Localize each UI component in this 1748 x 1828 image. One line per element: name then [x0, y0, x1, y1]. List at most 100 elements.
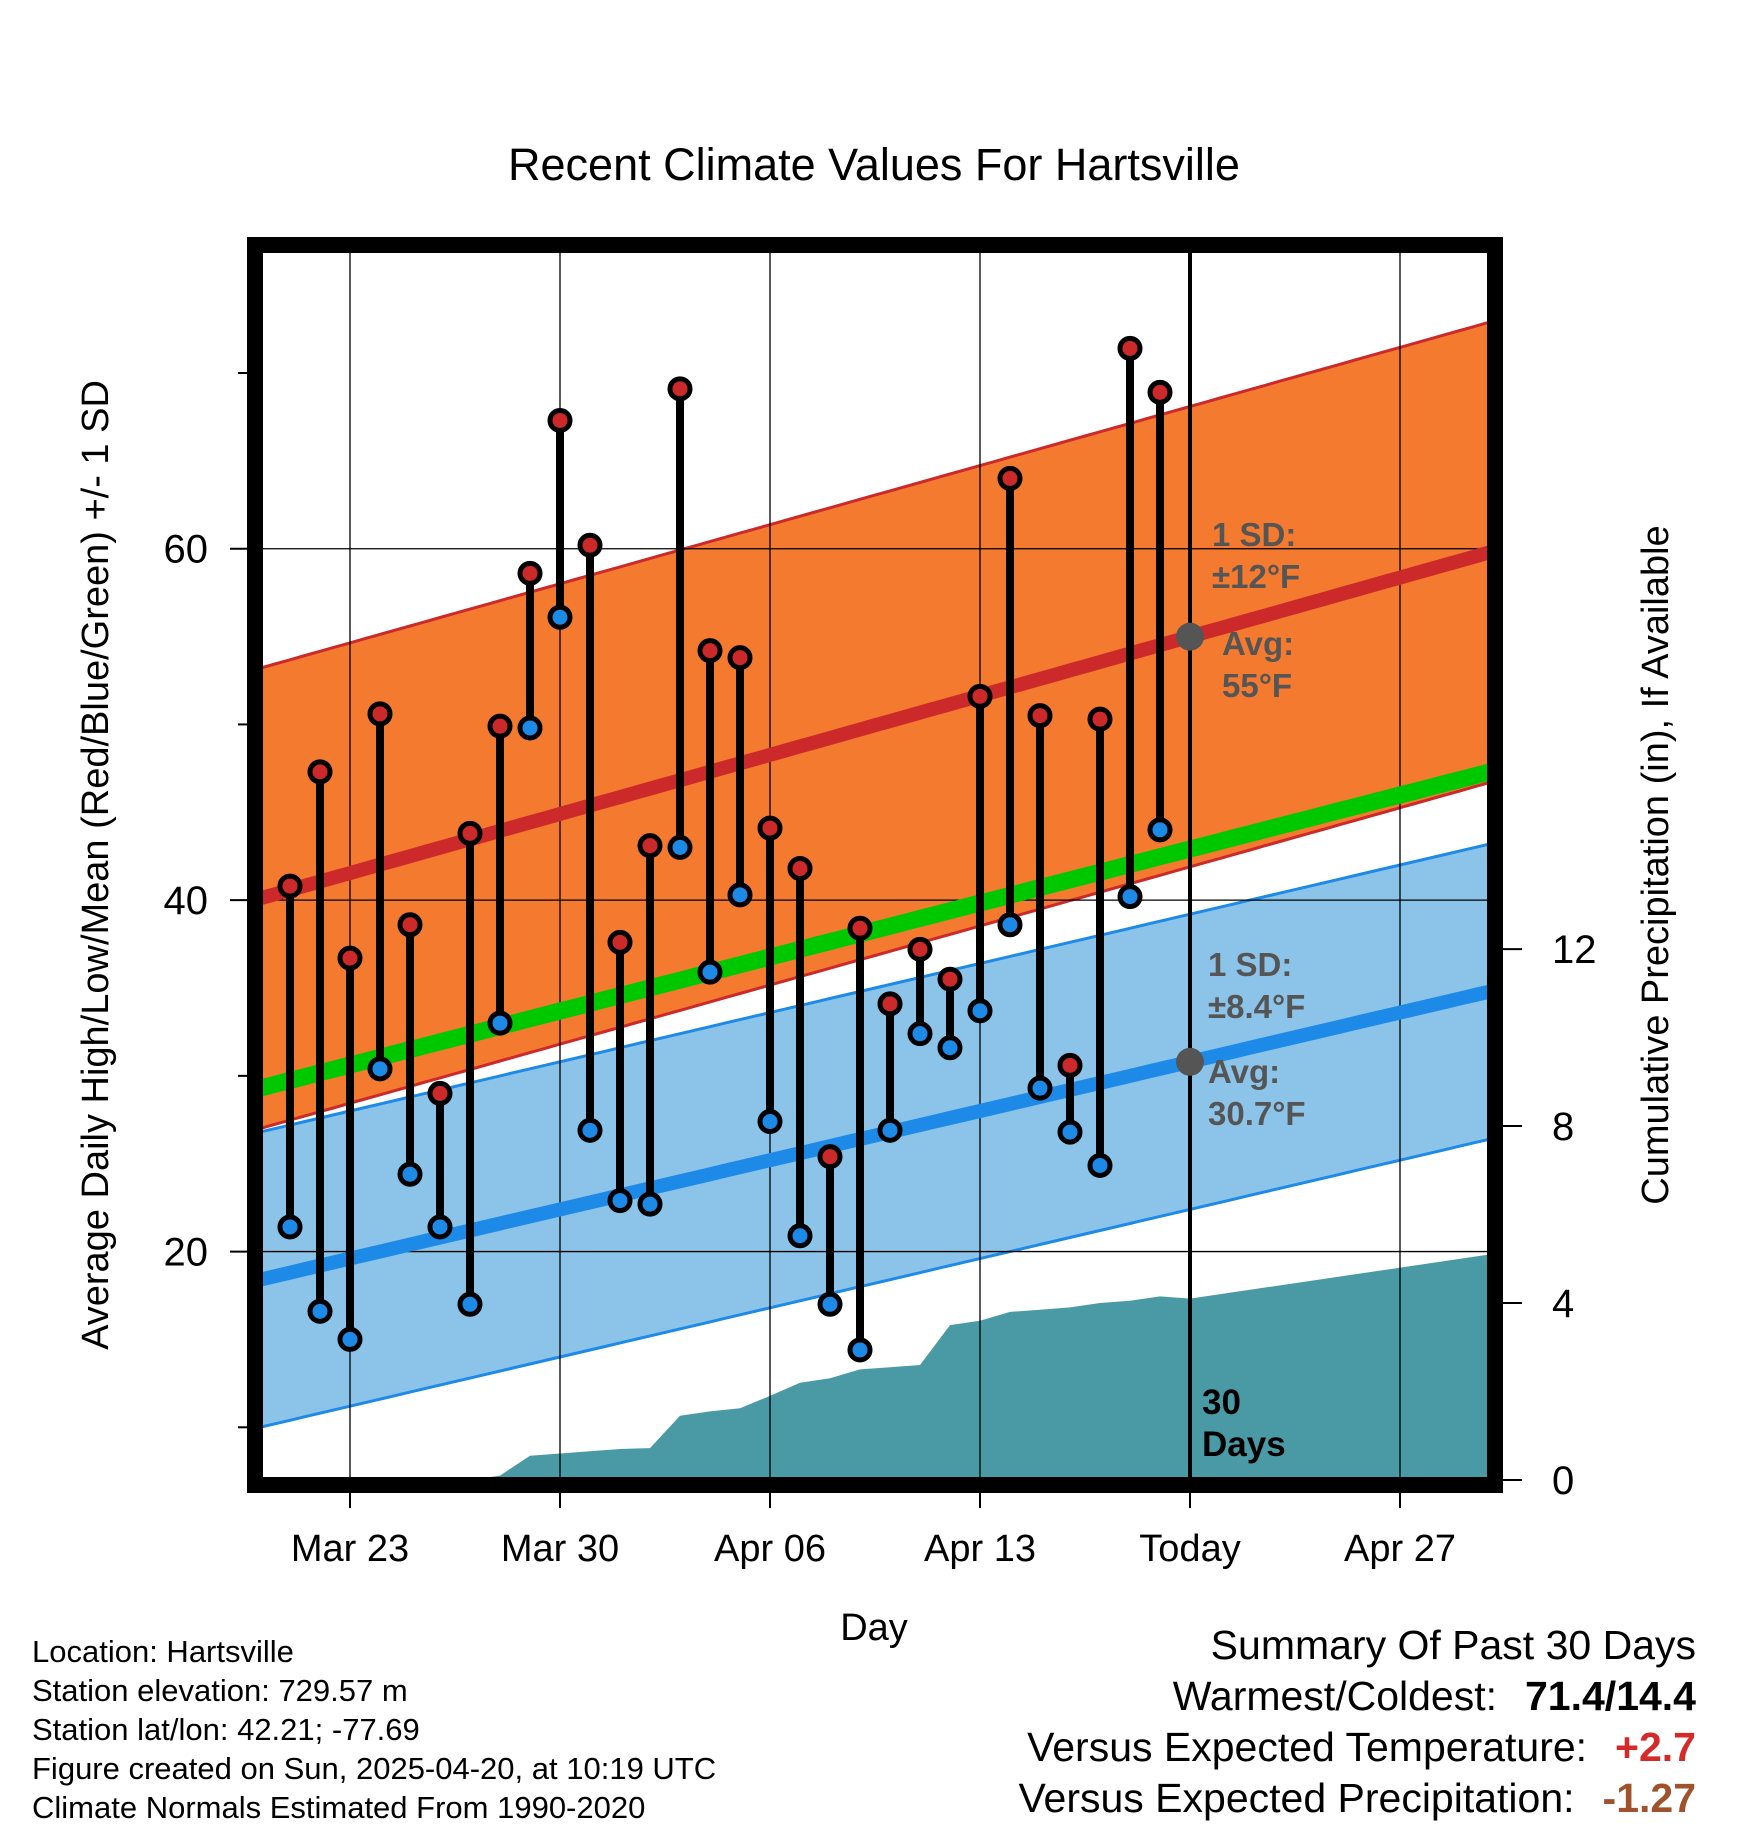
- low-normal-line: [260, 984, 1490, 1287]
- summary-warmest-coldest-row: Warmest/Coldest: 71.4/14.4: [1018, 1671, 1696, 1722]
- y-tick-label: 40: [164, 879, 209, 923]
- daily-low-point: [787, 1223, 813, 1249]
- daily-low-point: [997, 912, 1023, 938]
- summary-panel: Summary Of Past 30 Days Warmest/Coldest:…: [1018, 1620, 1696, 1824]
- daily-high-point: [487, 713, 513, 739]
- daily-high-point: [967, 683, 993, 709]
- warmest-coldest-label: Warmest/Coldest:: [1172, 1673, 1497, 1719]
- x-axis-label: Day: [840, 1607, 908, 1649]
- low-sd-annotation: 1 SD: ±8.4°F: [1208, 946, 1305, 1025]
- daily-low-point: [967, 998, 993, 1024]
- x-tick-label: Apr 06: [714, 1528, 826, 1570]
- daily-values: [277, 335, 1173, 1363]
- daily-high-point: [787, 856, 813, 882]
- daily-high-point: [1117, 335, 1143, 361]
- high-sd-lower-edge: [260, 780, 1490, 1131]
- daily-low-point: [1027, 1075, 1053, 1101]
- daily-low-point: [697, 959, 723, 985]
- temp-vs-expected-label: Versus Expected Temperature:: [1027, 1724, 1588, 1770]
- daily-high-point: [907, 936, 933, 962]
- y2-tick-label: 8: [1552, 1105, 1574, 1149]
- daily-low-point: [1057, 1119, 1083, 1145]
- plot-area: 1 SD: ±12°F Avg: 55°F 1 SD: ±8.4°F Avg: 30.7°F 3…: [260, 250, 1490, 1480]
- y-tick-label: 20: [164, 1231, 209, 1275]
- precip-area: [260, 1254, 1490, 1480]
- daily-low-point: [427, 1214, 453, 1240]
- daily-high-point: [817, 1144, 843, 1170]
- daily-high-point: [277, 873, 303, 899]
- summary-temp-row: Versus Expected Temperature: +2.7: [1018, 1722, 1696, 1773]
- daily-high-point: [697, 638, 723, 664]
- daily-low-point: [637, 1191, 663, 1217]
- daily-low-point: [337, 1326, 363, 1352]
- daily-low-point: [607, 1188, 633, 1214]
- latlon-text: Station lat/lon: 42.21; -77.69: [32, 1712, 420, 1747]
- high-sd-annotation: 1 SD: ±12°F: [1212, 516, 1300, 595]
- daily-low-point: [487, 1010, 513, 1036]
- daily-high-point: [577, 532, 603, 558]
- daily-low-point: [1147, 817, 1173, 843]
- daily-high-point: [1057, 1052, 1083, 1078]
- precip-vs-expected-value: -1.27: [1602, 1775, 1696, 1821]
- high-avg-annotation: Avg: 55°F: [1222, 625, 1294, 704]
- daily-low-point: [667, 834, 693, 860]
- daily-high-point: [1027, 703, 1053, 729]
- x-tick-label: Mar 23: [291, 1528, 409, 1570]
- low-sd-lower-edge: [260, 1137, 1490, 1429]
- daily-low-point: [847, 1337, 873, 1363]
- daily-low-point: [877, 1117, 903, 1143]
- daily-high-point: [307, 759, 333, 785]
- daily-high-point: [637, 833, 663, 859]
- daily-high-point: [367, 701, 393, 727]
- daily-low-point: [457, 1291, 483, 1317]
- x-tick-label: Apr 27: [1344, 1528, 1456, 1570]
- daily-low-point: [517, 715, 543, 741]
- daily-low-point: [277, 1214, 303, 1240]
- temp-vs-expected-value: +2.7: [1615, 1724, 1696, 1770]
- daily-low-point: [367, 1056, 393, 1082]
- x-tick-label: Mar 30: [501, 1528, 619, 1570]
- y2-tick-label: 12: [1552, 928, 1597, 972]
- daily-high-point: [337, 945, 363, 971]
- created-text: Figure created on Sun, 2025-04-20, at 10…: [32, 1751, 717, 1786]
- y-axis-label: Average Daily High/Low/Mean (Red/Blue/Gr…: [75, 380, 117, 1350]
- daily-high-point: [997, 465, 1023, 491]
- daily-high-point: [1087, 706, 1113, 732]
- today-low-avg-marker: [1176, 1047, 1204, 1076]
- daily-low-point: [577, 1117, 603, 1143]
- elevation-text: Station elevation: 729.57 m: [32, 1673, 408, 1708]
- daily-high-point: [1147, 379, 1173, 405]
- daily-low-point: [1087, 1152, 1113, 1178]
- y2-tick-label: 4: [1552, 1282, 1574, 1326]
- station-info: Location: Hartsville Station elevation: …: [32, 1632, 716, 1827]
- daily-high-point: [847, 915, 873, 941]
- plot-clip-group: [260, 250, 1490, 1480]
- daily-high-point: [397, 912, 423, 938]
- daily-low-point: [397, 1161, 423, 1187]
- y-tick-label: 60: [164, 528, 209, 572]
- low-sd-upper-edge: [260, 842, 1490, 1134]
- daily-low-point: [307, 1298, 333, 1324]
- daily-high-point: [607, 929, 633, 955]
- warmest-coldest-value: 71.4/14.4: [1525, 1673, 1696, 1719]
- x-tick-label: Today: [1139, 1528, 1240, 1570]
- daily-high-point: [757, 815, 783, 841]
- daily-high-point: [427, 1080, 453, 1106]
- daily-high-point: [937, 966, 963, 992]
- summary-title: Summary Of Past 30 Days: [1210, 1622, 1696, 1668]
- daily-high-point: [517, 560, 543, 586]
- plot-frame: [247, 237, 1503, 1493]
- period-annotation: 30 Days: [1202, 1383, 1286, 1464]
- chart-title: Recent Climate Values For Hartsville: [508, 139, 1240, 190]
- daily-low-point: [547, 604, 573, 630]
- location-text: Location: Hartsville: [32, 1634, 294, 1669]
- today-high-avg-marker: [1176, 622, 1204, 651]
- daily-low-point: [727, 882, 753, 908]
- daily-low-point: [907, 1021, 933, 1047]
- normals-period-text: Climate Normals Estimated From 1990-2020: [32, 1790, 646, 1825]
- daily-low-point: [937, 1035, 963, 1061]
- high-sd-upper-edge: [260, 320, 1490, 670]
- x-tick-label: Apr 13: [924, 1528, 1036, 1570]
- daily-high-point: [547, 407, 573, 433]
